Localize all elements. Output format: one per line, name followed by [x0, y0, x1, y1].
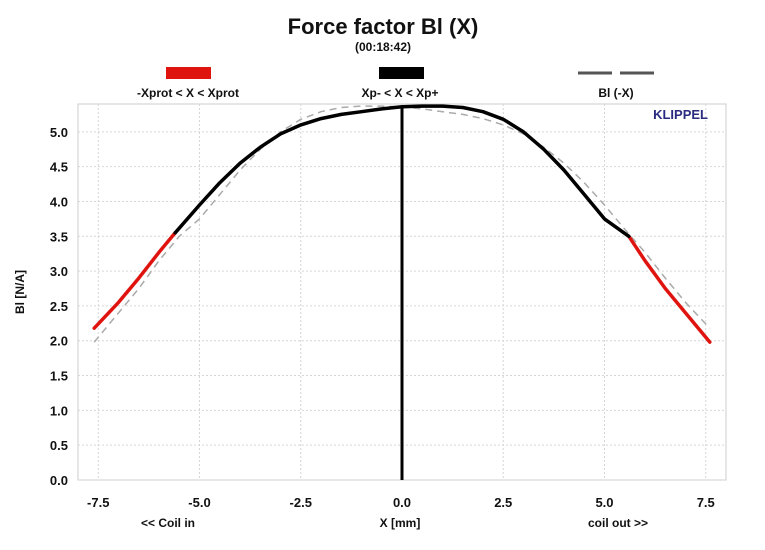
x-tick-label: 5.0	[595, 495, 613, 510]
x-axis-label-left: << Coil in	[141, 516, 195, 530]
legend: -Xprot < X < Xprot Xp- < X < Xp+ Bl (-X)	[137, 67, 654, 100]
y-tick-label: 2.0	[50, 334, 68, 349]
legend-label-xprot: -Xprot < X < Xprot	[137, 86, 239, 100]
y-tick-label: 3.0	[50, 264, 68, 279]
y-tick-label: 0.5	[50, 438, 68, 453]
x-tick-label: 2.5	[494, 495, 512, 510]
y-tick-label: 2.5	[50, 299, 68, 314]
legend-swatch-xprot	[166, 67, 211, 79]
y-tick-label: 1.0	[50, 403, 68, 418]
x-tick-label: -2.5	[290, 495, 312, 510]
x-axis-ticks: -7.5 -5.0 -2.5 0.0 2.5 5.0 7.5	[87, 495, 715, 510]
x-tick-label: -7.5	[87, 495, 109, 510]
x-tick-label: 7.5	[697, 495, 715, 510]
legend-label-xp: Xp- < X < Xp+	[361, 86, 438, 100]
series-layer	[92, 104, 712, 480]
y-axis-label: Bl [N/A]	[13, 270, 27, 314]
y-tick-label: 0.0	[50, 473, 68, 488]
brand-label: KLIPPEL	[653, 107, 708, 122]
x-tick-label: -5.0	[188, 495, 210, 510]
y-tick-label: 1.5	[50, 369, 68, 384]
y-tick-label: 5.0	[50, 125, 68, 140]
y-axis-ticks: 0.0 0.5 1.0 1.5 2.0 2.5 3.0 3.5 4.0 4.5 5.0	[50, 125, 68, 488]
x-axis-label: X [mm]	[380, 516, 421, 530]
series-xprot-line-0	[92, 231, 177, 330]
legend-label-blminus: Bl (-X)	[598, 86, 633, 100]
chart-subtitle: (00:18:42)	[355, 40, 411, 54]
series-xprot-line-1	[627, 234, 712, 344]
legend-swatch-xp	[379, 67, 424, 79]
x-axis-label-right: coil out >>	[588, 516, 648, 530]
x-tick-label: 0.0	[393, 495, 411, 510]
y-tick-label: 4.0	[50, 194, 68, 209]
y-tick-label: 4.5	[50, 160, 68, 175]
y-tick-label: 3.5	[50, 229, 68, 244]
chart-title: Force factor Bl (X)	[288, 14, 479, 39]
